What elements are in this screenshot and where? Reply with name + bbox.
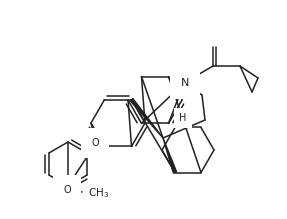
Text: CH$_3$: CH$_3$ <box>88 186 109 200</box>
Text: N: N <box>181 78 189 88</box>
Text: H: H <box>179 113 187 123</box>
Text: O: O <box>63 185 71 195</box>
Polygon shape <box>163 138 177 173</box>
Text: O: O <box>91 138 99 148</box>
Polygon shape <box>130 99 163 138</box>
